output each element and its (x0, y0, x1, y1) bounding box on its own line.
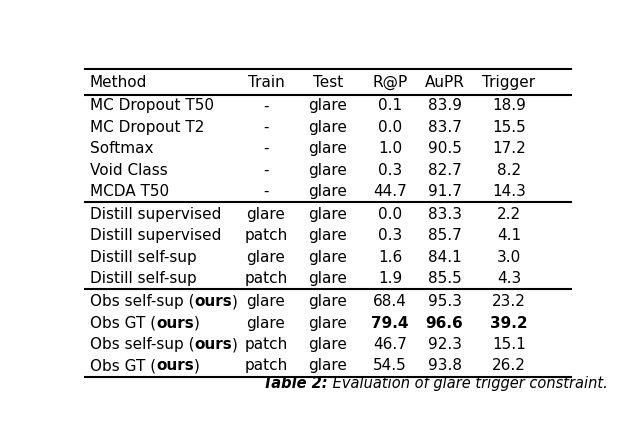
Text: Trigger: Trigger (483, 75, 536, 90)
Text: 91.7: 91.7 (428, 184, 461, 199)
Text: glare: glare (308, 163, 348, 177)
Text: ): ) (194, 316, 200, 331)
Text: glare: glare (308, 99, 348, 113)
Text: glare: glare (308, 337, 348, 352)
Text: glare: glare (308, 316, 348, 331)
Text: glare: glare (246, 250, 285, 265)
Text: 95.3: 95.3 (428, 294, 461, 309)
Text: ): ) (194, 358, 200, 374)
Text: glare: glare (308, 120, 348, 135)
Text: 0.3: 0.3 (378, 163, 402, 177)
Text: Method: Method (90, 75, 147, 90)
Text: 68.4: 68.4 (373, 294, 407, 309)
Text: ): ) (232, 337, 238, 352)
Text: 26.2: 26.2 (492, 358, 526, 374)
Text: glare: glare (308, 250, 348, 265)
Text: glare: glare (246, 294, 285, 309)
Text: Softmax: Softmax (90, 141, 154, 156)
Text: glare: glare (308, 141, 348, 156)
Text: 82.7: 82.7 (428, 163, 461, 177)
Text: 83.3: 83.3 (428, 207, 461, 222)
Text: 4.3: 4.3 (497, 271, 521, 286)
Text: 4.1: 4.1 (497, 228, 521, 243)
Text: Obs self-sup (: Obs self-sup ( (90, 337, 195, 352)
Text: Table 2:: Table 2: (264, 376, 328, 391)
Text: glare: glare (308, 207, 348, 222)
Text: 0.0: 0.0 (378, 120, 402, 135)
Text: 84.1: 84.1 (428, 250, 461, 265)
Text: MCDA T50: MCDA T50 (90, 184, 169, 199)
Text: Distill self-sup: Distill self-sup (90, 250, 196, 265)
Text: -: - (263, 141, 269, 156)
Text: 85.5: 85.5 (428, 271, 461, 286)
Text: 1.6: 1.6 (378, 250, 402, 265)
Text: 1.9: 1.9 (378, 271, 402, 286)
Text: 85.7: 85.7 (428, 228, 461, 243)
Text: 46.7: 46.7 (373, 337, 407, 352)
Text: -: - (263, 99, 269, 113)
Text: 14.3: 14.3 (492, 184, 526, 199)
Text: ): ) (232, 294, 238, 309)
Text: 96.6: 96.6 (426, 316, 463, 331)
Text: 90.5: 90.5 (428, 141, 461, 156)
Text: glare: glare (308, 228, 348, 243)
Text: patch: patch (244, 228, 287, 243)
Text: MC Dropout T50: MC Dropout T50 (90, 99, 214, 113)
Text: 54.5: 54.5 (373, 358, 407, 374)
Text: 23.2: 23.2 (492, 294, 526, 309)
Text: ours: ours (195, 294, 232, 309)
Text: Obs GT (: Obs GT ( (90, 316, 156, 331)
Text: Void Class: Void Class (90, 163, 168, 177)
Text: glare: glare (308, 358, 348, 374)
Text: 93.8: 93.8 (428, 358, 461, 374)
Text: -: - (263, 120, 269, 135)
Text: ours: ours (156, 316, 194, 331)
Text: Distill supervised: Distill supervised (90, 207, 221, 222)
Text: 15.5: 15.5 (492, 120, 526, 135)
Text: 17.2: 17.2 (492, 141, 526, 156)
Text: 92.3: 92.3 (428, 337, 461, 352)
Text: 83.9: 83.9 (428, 99, 461, 113)
Text: ours: ours (195, 337, 232, 352)
Text: 0.1: 0.1 (378, 99, 402, 113)
Text: glare: glare (308, 184, 348, 199)
Text: -: - (263, 163, 269, 177)
Text: 79.4: 79.4 (371, 316, 409, 331)
Text: 0.3: 0.3 (378, 228, 402, 243)
Text: 0.0: 0.0 (378, 207, 402, 222)
Text: Evaluation of glare trigger constraint.: Evaluation of glare trigger constraint. (328, 376, 608, 391)
Text: Train: Train (248, 75, 284, 90)
Text: 3.0: 3.0 (497, 250, 521, 265)
Text: ours: ours (156, 358, 194, 374)
Text: patch: patch (244, 337, 287, 352)
Text: MC Dropout T2: MC Dropout T2 (90, 120, 204, 135)
Text: 8.2: 8.2 (497, 163, 521, 177)
Text: patch: patch (244, 358, 287, 374)
Text: 39.2: 39.2 (490, 316, 528, 331)
Text: Test: Test (313, 75, 343, 90)
Text: Obs self-sup (: Obs self-sup ( (90, 294, 195, 309)
Text: 44.7: 44.7 (373, 184, 407, 199)
Text: AuPR: AuPR (424, 75, 465, 90)
Text: 1.0: 1.0 (378, 141, 402, 156)
Text: 18.9: 18.9 (492, 99, 526, 113)
Text: 15.1: 15.1 (492, 337, 526, 352)
Text: Obs GT (: Obs GT ( (90, 358, 156, 374)
Text: 83.7: 83.7 (428, 120, 461, 135)
Text: -: - (263, 184, 269, 199)
Text: R@P: R@P (372, 75, 408, 90)
Text: Distill self-sup: Distill self-sup (90, 271, 196, 286)
Text: glare: glare (246, 207, 285, 222)
Text: patch: patch (244, 271, 287, 286)
Text: glare: glare (246, 316, 285, 331)
Text: glare: glare (308, 294, 348, 309)
Text: 2.2: 2.2 (497, 207, 521, 222)
Text: Distill supervised: Distill supervised (90, 228, 221, 243)
Text: glare: glare (308, 271, 348, 286)
